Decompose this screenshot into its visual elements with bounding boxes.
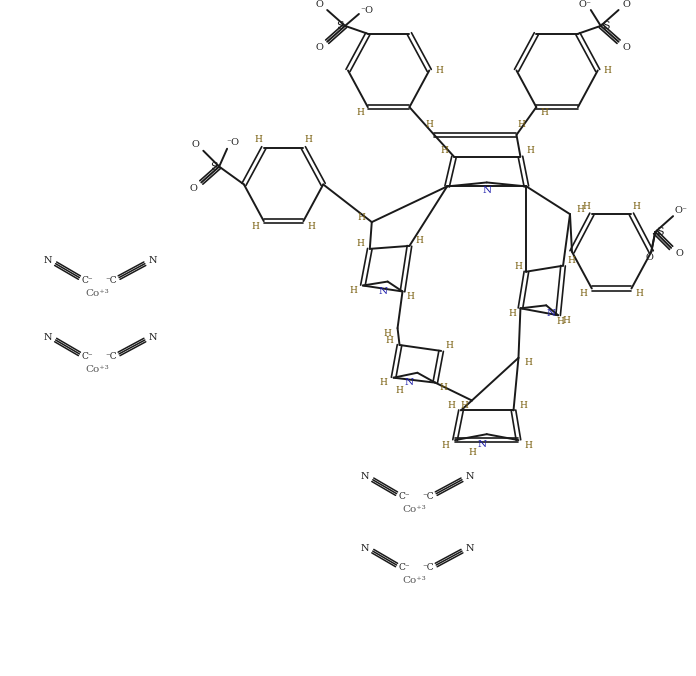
- Text: O: O: [315, 0, 323, 9]
- Text: N: N: [43, 333, 52, 341]
- Text: H: H: [358, 213, 366, 222]
- Text: H: H: [380, 378, 388, 387]
- Text: H: H: [440, 146, 448, 155]
- Text: N: N: [148, 333, 157, 341]
- Text: N: N: [466, 473, 474, 481]
- Text: N: N: [378, 287, 387, 296]
- Text: H: H: [441, 441, 449, 450]
- Text: N: N: [477, 439, 487, 449]
- Text: H: H: [469, 448, 477, 456]
- Text: N: N: [482, 186, 491, 195]
- Text: H: H: [635, 289, 643, 298]
- Text: S: S: [336, 21, 344, 31]
- Text: C⁻: C⁻: [81, 352, 93, 362]
- Text: H: H: [576, 205, 584, 214]
- Text: H: H: [567, 256, 575, 265]
- Text: H: H: [383, 329, 392, 337]
- Text: O: O: [189, 184, 198, 193]
- Text: H: H: [439, 383, 447, 392]
- Text: H: H: [540, 107, 548, 116]
- Text: Co⁺³: Co⁺³: [402, 577, 426, 585]
- Text: O: O: [315, 43, 323, 52]
- Text: O: O: [191, 141, 199, 149]
- Text: H: H: [525, 441, 532, 450]
- Text: H: H: [447, 401, 455, 410]
- Text: O⁻: O⁻: [578, 0, 592, 9]
- Text: C⁻: C⁻: [399, 492, 411, 501]
- Text: N: N: [148, 256, 157, 265]
- Text: H: H: [525, 358, 532, 367]
- Text: ⁻C: ⁻C: [105, 276, 117, 285]
- Text: Co⁺³: Co⁺³: [86, 365, 109, 375]
- Text: H: H: [356, 239, 364, 248]
- Text: N: N: [43, 256, 52, 265]
- Text: H: H: [580, 289, 588, 298]
- Text: H: H: [252, 222, 260, 231]
- Text: H: H: [304, 135, 313, 145]
- Text: H: H: [509, 309, 516, 318]
- Text: H: H: [349, 286, 357, 295]
- Text: H: H: [386, 335, 393, 345]
- Text: N: N: [466, 544, 474, 553]
- Text: N: N: [361, 544, 369, 553]
- Text: H: H: [562, 316, 570, 324]
- Text: H: H: [583, 201, 591, 211]
- Text: H: H: [416, 237, 423, 245]
- Text: O: O: [622, 0, 631, 9]
- Text: S: S: [656, 227, 664, 237]
- Text: H: H: [308, 222, 315, 231]
- Text: ⁻O: ⁻O: [361, 5, 373, 14]
- Text: H: H: [255, 135, 263, 145]
- Text: ⁻C: ⁻C: [105, 352, 117, 362]
- Text: S: S: [210, 162, 218, 172]
- Text: N: N: [546, 309, 555, 318]
- Text: H: H: [519, 401, 528, 410]
- Text: ⁻C: ⁻C: [422, 564, 434, 573]
- Text: O: O: [645, 254, 654, 262]
- Text: O⁻: O⁻: [674, 206, 688, 215]
- Text: H: H: [518, 120, 525, 130]
- Text: H: H: [633, 201, 640, 211]
- Text: C⁻: C⁻: [81, 276, 93, 285]
- Text: H: H: [406, 292, 414, 301]
- Text: H: H: [460, 401, 468, 410]
- Text: N: N: [405, 378, 414, 387]
- Text: H: H: [603, 66, 612, 75]
- Text: H: H: [514, 262, 523, 271]
- Text: H: H: [435, 66, 443, 75]
- Text: C⁻: C⁻: [399, 564, 411, 573]
- Text: ⁻C: ⁻C: [422, 492, 434, 501]
- Text: H: H: [445, 341, 453, 350]
- Text: H: H: [356, 107, 364, 116]
- Text: ⁻O: ⁻O: [226, 139, 239, 147]
- Text: H: H: [526, 146, 535, 155]
- Text: Co⁺³: Co⁺³: [402, 505, 426, 514]
- Text: Co⁺³: Co⁺³: [86, 289, 109, 298]
- Text: N: N: [361, 473, 369, 481]
- Text: H: H: [395, 386, 404, 395]
- Text: O: O: [622, 43, 631, 52]
- Text: H: H: [425, 120, 433, 130]
- Text: O: O: [675, 249, 683, 258]
- Text: S: S: [602, 21, 610, 31]
- Text: H: H: [556, 316, 564, 326]
